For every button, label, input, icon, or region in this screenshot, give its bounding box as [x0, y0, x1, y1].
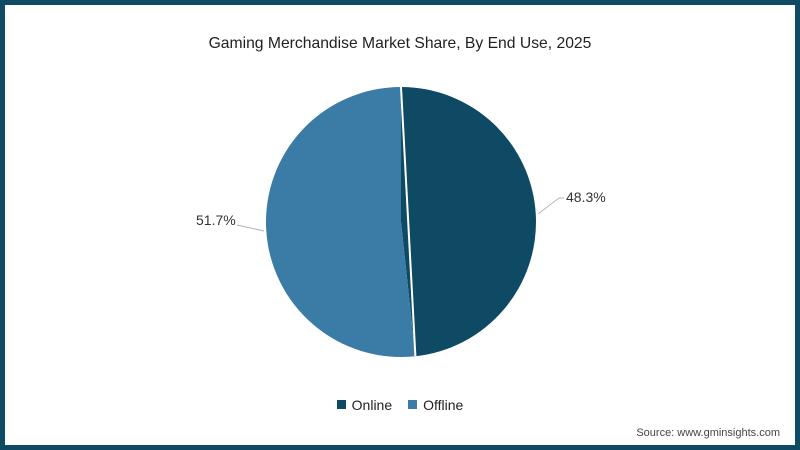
svg-text:48.3%: 48.3%	[566, 189, 606, 205]
svg-text:51.7%: 51.7%	[196, 212, 236, 228]
